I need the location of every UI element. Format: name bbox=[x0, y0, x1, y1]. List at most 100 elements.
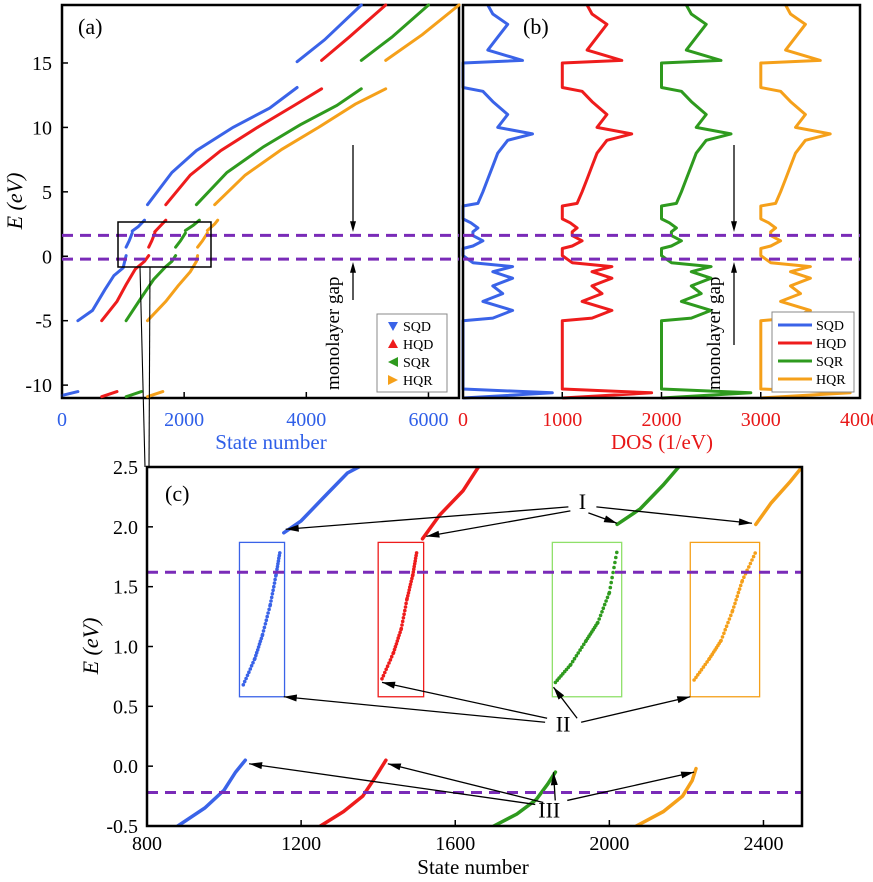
panel-c-annotation-II: II bbox=[556, 711, 571, 736]
panel-c-HQD-state-point bbox=[413, 559, 418, 563]
panel-c-HQR-state-point bbox=[753, 551, 757, 555]
panel-c-HQD-state-point bbox=[412, 567, 416, 571]
panel-c-SQR-state-point bbox=[569, 662, 573, 667]
panel-c-SQD-state-point bbox=[277, 553, 282, 558]
panel-a-HQR-segment bbox=[205, 218, 220, 232]
panel-c-HQR-state-point bbox=[727, 617, 732, 621]
panel-b-HQR-dos bbox=[759, 4, 852, 400]
panel-c-HQD-state-point bbox=[407, 588, 412, 592]
panel-c-arrow-I-HQR-head bbox=[738, 518, 752, 526]
panel-a-legend-marker-SQD bbox=[388, 322, 398, 331]
panel-c-HQR-state-point bbox=[747, 565, 751, 569]
panel-a-x-axis-label: State number bbox=[215, 430, 326, 454]
panel-c-SQD-state-point bbox=[267, 607, 271, 612]
panel-c-SQR-state-point bbox=[576, 651, 580, 655]
panel-c-SQR-state-point bbox=[610, 575, 614, 580]
panel-b-legend-label-HQD: HQD bbox=[816, 337, 846, 352]
panel-a-x-tick-label: 6000 bbox=[408, 409, 448, 431]
panel-a-SQR-segment bbox=[124, 390, 143, 399]
panel-b-monolayer-gap-text: monolayer gap bbox=[704, 277, 725, 390]
panel-c-HQD-state-point bbox=[401, 616, 406, 620]
panel-c-HQR-state-point bbox=[723, 627, 727, 632]
panel-c-SQR-state-point bbox=[570, 659, 575, 664]
panel-a-zoom-box bbox=[117, 221, 212, 268]
panel-c-arrow-III-SQR-head bbox=[550, 772, 558, 786]
panel-a-SQR-segment bbox=[124, 254, 178, 323]
panel-a-y-tick-label: 0 bbox=[42, 246, 52, 268]
panel-c-HQR-state-point bbox=[699, 667, 704, 672]
panel-c-SQD-state-point bbox=[262, 625, 267, 630]
panel-c-y-tick-label: 2.0 bbox=[113, 517, 138, 539]
panel-c-SQD-upper-band bbox=[282, 467, 361, 535]
panel-c-SQD-state-point bbox=[277, 556, 281, 561]
panel-a-HQD-segment bbox=[100, 254, 151, 323]
panel-c-HQD-state-point bbox=[409, 579, 414, 584]
panel-c-HQR-state-point bbox=[748, 561, 753, 566]
panel-a-SQD-segment bbox=[295, 3, 363, 64]
panel-c-HQR-state-point bbox=[724, 624, 729, 628]
panel-c-SQD-state-point bbox=[254, 650, 259, 655]
panel-c-arrow-III-HQD-head bbox=[387, 763, 402, 771]
panel-a-legend: SQD HQD SQR HQR bbox=[376, 313, 448, 393]
panel-c-arrow-I-HQR bbox=[596, 506, 752, 524]
panel-c-HQD-state-point bbox=[402, 612, 406, 616]
panel-c-annotation-III: III bbox=[538, 797, 560, 822]
panel-c-SQD-state-point bbox=[242, 679, 247, 684]
panel-c-SQD-state-point bbox=[260, 632, 265, 637]
panel-a-frame bbox=[60, 3, 461, 400]
panel-c-SQR-lower-band bbox=[492, 770, 558, 826]
panel-c-arrow-I-SQR-head bbox=[603, 515, 618, 524]
panel-c-arrow-III-HQR bbox=[567, 771, 695, 802]
panel-c-SQR-state-point bbox=[574, 654, 579, 658]
panel-c-HQR-state-point bbox=[726, 620, 730, 625]
panel-c-SQD-state-point bbox=[275, 564, 280, 569]
panel-c-HQD-state-point bbox=[412, 562, 417, 566]
panel-c-annotation-I: I bbox=[579, 489, 586, 514]
panel-a-y-tick-label: -10 bbox=[25, 375, 52, 397]
panel-c-SQD-box bbox=[238, 541, 286, 698]
panel-c-HQR-lower-band bbox=[634, 766, 698, 826]
zoom-connector-line-left bbox=[139, 266, 146, 468]
panel-a-gap-arrow-up-head bbox=[350, 262, 356, 273]
panel-a-label: (a) bbox=[78, 14, 102, 39]
panel-c-arrow-III-SQD-head bbox=[249, 762, 263, 770]
panel-c-HQD-state-point bbox=[414, 551, 419, 555]
panel-c-SQD-state-point bbox=[261, 629, 266, 633]
panel-c-arrow-II-HQR-head bbox=[676, 696, 691, 704]
panel-c-HQD-state-point bbox=[404, 601, 408, 606]
panel-c-SQR-state-point bbox=[607, 590, 612, 595]
panel-b-legend-label-SQD: SQD bbox=[816, 319, 844, 334]
panel-c-HQR-state-point bbox=[719, 638, 723, 643]
panel-c-arrow-III-SQD bbox=[249, 763, 536, 806]
panel-c-HQR-state-point bbox=[736, 590, 741, 595]
panel-c-SQD-state-point bbox=[266, 611, 270, 615]
panel-c-SQR-state-point bbox=[614, 555, 618, 560]
panel-c-arrow-II-HQD-head bbox=[382, 681, 396, 689]
panel-a-HQR-segment bbox=[146, 390, 165, 399]
panel-c-HQR-state-point bbox=[720, 635, 725, 639]
panel-c-HQD-state-point bbox=[412, 564, 417, 569]
panel-b-x-tick-label: 0 bbox=[458, 409, 468, 431]
panel-a-legend-marker-SQR bbox=[388, 357, 398, 367]
panel-b-SQD-dos bbox=[461, 4, 554, 400]
panel-a-y-tick-label: 10 bbox=[32, 117, 52, 139]
panel-c-SQR-state-point bbox=[609, 580, 613, 585]
panel-c-SQD-state-point bbox=[272, 584, 276, 589]
panel-c-SQD-state-point bbox=[255, 648, 260, 652]
panel-c-arrow-I-SQD-head bbox=[285, 524, 299, 532]
panel-c-label: (c) bbox=[165, 481, 189, 506]
panel-a-legend-label-SQR: SQR bbox=[403, 356, 431, 371]
panel-c-SQR-state-point bbox=[582, 642, 586, 647]
panel-c-arrow-I-HQD bbox=[426, 510, 571, 538]
panel-c-SQD-state-point bbox=[273, 577, 277, 582]
panel-b-x-tick-label: 2000 bbox=[642, 409, 682, 431]
panel-c-HQD-state-point bbox=[396, 636, 401, 640]
panel-b-legend-label-HQR: HQR bbox=[816, 373, 846, 388]
panel-a-y-axis-label: E (eV) bbox=[2, 173, 27, 231]
panel-b-legend-label-SQR: SQR bbox=[816, 355, 844, 370]
panel-c-SQD-state-point bbox=[247, 670, 251, 674]
panel-c-SQD-state-point bbox=[272, 581, 277, 585]
panel-c-HQR-state-point bbox=[735, 594, 740, 598]
panel-a-x-tick-label: 4000 bbox=[286, 409, 326, 431]
panel-a-SQD-segment bbox=[146, 86, 299, 207]
